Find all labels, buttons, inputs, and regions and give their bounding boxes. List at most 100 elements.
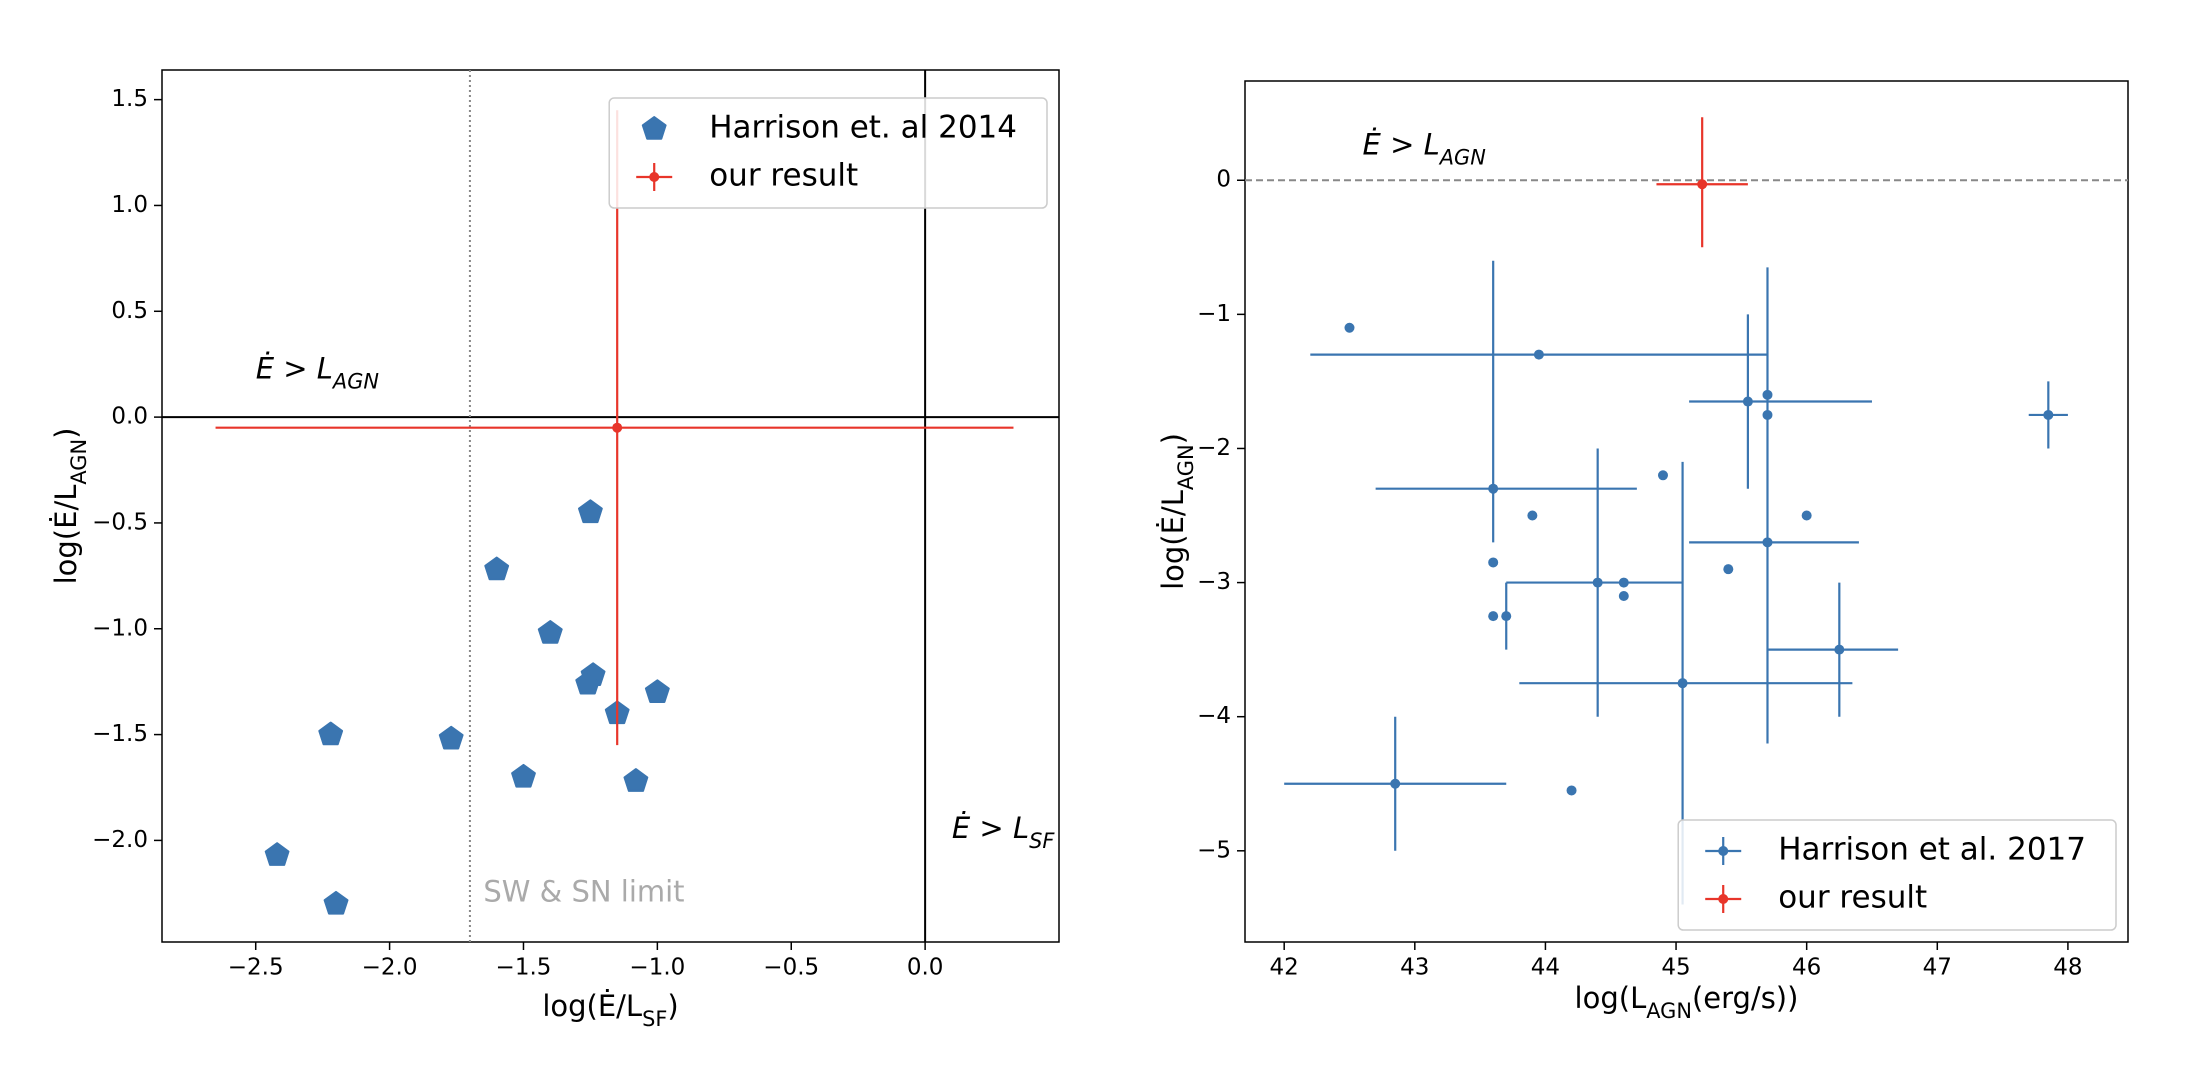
y-tick-label: 0.5 (111, 298, 148, 324)
x-tick-label: 43 (1400, 955, 1429, 981)
marker (1801, 510, 1812, 521)
marker (1566, 785, 1577, 796)
text-part: ) (667, 989, 678, 1023)
x-tick-label: −2.5 (228, 955, 284, 981)
legend (1677, 819, 2117, 931)
x-tick-label: 44 (1531, 955, 1560, 981)
y-tick-label: −3 (1197, 569, 1231, 595)
legend (608, 97, 1048, 209)
subscript: AGN (1174, 444, 1198, 490)
plot-area (161, 69, 1060, 943)
subscript: AGN (67, 439, 91, 485)
y-tick-label: 1.5 (111, 86, 148, 112)
text-part: ) (49, 428, 83, 439)
marker (1834, 644, 1845, 655)
marker (578, 499, 603, 524)
subscript: SF (1029, 829, 1055, 853)
legend-marker (641, 116, 667, 140)
marker (1762, 537, 1773, 548)
y-tick-label: −4 (1197, 703, 1231, 729)
x-tick-label: −0.5 (763, 955, 819, 981)
marker (1501, 611, 1512, 622)
x-axis-label: log(Ė/LSF) (542, 989, 678, 1031)
x-tick-label: 0.0 (907, 955, 944, 981)
x-tick-label: 42 (1270, 955, 1299, 981)
subscript: AGN (331, 370, 379, 394)
marker (1762, 389, 1773, 400)
marker (1488, 557, 1499, 568)
legend-marker (1718, 894, 1729, 904)
y-tick-label: −2.0 (92, 827, 148, 853)
y-tick-label: −1 (1197, 301, 1231, 327)
marker (2043, 409, 2054, 420)
x-tick-label: 47 (1923, 955, 1952, 981)
marker (318, 721, 344, 746)
text-part: (erg/s)) (1692, 981, 1798, 1015)
marker (511, 763, 536, 788)
plot-area (1244, 80, 2129, 943)
x-tick-label: −1.5 (496, 955, 552, 981)
y-tick-label: 0.0 (111, 404, 148, 430)
marker (1657, 470, 1668, 481)
text-part: Ė > L (952, 811, 1029, 845)
legend-label: our result (1778, 880, 1927, 916)
x-tick-label: −2.0 (362, 955, 418, 981)
text-part: log(L (1575, 981, 1647, 1015)
legend-label: Harrison et al. 2017 (1778, 832, 2086, 868)
y-tick-label: −1.0 (92, 615, 148, 641)
marker (438, 725, 464, 750)
legend-label: our result (709, 158, 858, 194)
text-part: log(Ė/L (49, 485, 83, 585)
x-tick-label: 46 (1792, 955, 1821, 981)
marker (264, 842, 290, 866)
x-tick-label: 48 (2053, 955, 2082, 981)
y-tick-label: −2 (1197, 435, 1231, 461)
subscript: AGN (1438, 146, 1486, 170)
marker (1742, 396, 1753, 407)
marker (644, 679, 670, 703)
y-tick-label: 0 (1216, 167, 1231, 193)
annotation: SW & SN limit (483, 874, 684, 908)
x-axis-label: log(LAGN(erg/s)) (1575, 981, 1799, 1023)
y-tick-label: −0.5 (92, 509, 148, 535)
text-part: log(Ė/L (1156, 490, 1190, 590)
text-part: SW & SN limit (483, 874, 684, 908)
text-part: ) (1156, 433, 1190, 444)
annotation: Ė > LSF (952, 811, 1055, 853)
marker (612, 422, 623, 433)
marker (1488, 483, 1499, 494)
annotation: Ė > LAGN (1363, 128, 1487, 170)
marker (1488, 611, 1499, 622)
x-tick-label: 45 (1661, 955, 1690, 981)
annotation: Ė > LAGN (256, 352, 380, 394)
marker (1723, 564, 1734, 575)
x-tick-label: −1.0 (629, 955, 685, 981)
y-tick-label: 1.0 (111, 192, 148, 218)
marker (623, 768, 649, 792)
marker (1618, 577, 1629, 588)
subscript: SF (642, 1007, 667, 1031)
marker (537, 620, 563, 644)
marker (323, 890, 349, 915)
text-part: log(Ė/L (542, 989, 642, 1023)
subscript: AGN (1646, 999, 1692, 1023)
marker (1697, 179, 1708, 190)
marker (1533, 349, 1544, 360)
marker (1592, 577, 1603, 588)
y-axis-label: log(Ė/LAGN) (1156, 433, 1198, 590)
marker (1677, 678, 1688, 689)
marker (1762, 409, 1773, 420)
marker (1390, 778, 1401, 789)
marker (1344, 322, 1355, 333)
marker (484, 556, 510, 581)
y-tick-label: −5 (1197, 837, 1231, 863)
text-part: Ė > L (1363, 128, 1440, 162)
marker (1527, 510, 1538, 521)
text-part: Ė > L (256, 352, 333, 386)
y-axis-label: log(Ė/LAGN) (49, 428, 91, 585)
marker (1618, 590, 1629, 601)
legend-marker (649, 172, 660, 182)
marker (575, 670, 601, 695)
legend-label: Harrison et. al 2014 (709, 110, 1017, 146)
